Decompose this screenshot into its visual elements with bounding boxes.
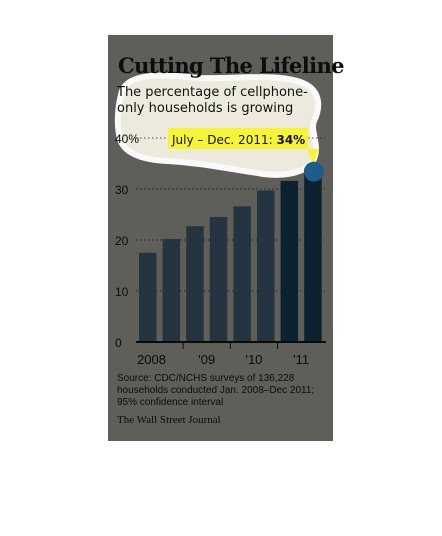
y-tick-label: 0 — [115, 336, 122, 350]
callout-value: 34% — [276, 133, 305, 147]
x-axis: 2008 '09 '10 '11 — [136, 341, 326, 367]
x-tick-label: '11 — [293, 352, 309, 367]
chart-subtitle: The percentage of cellphone-only househo… — [117, 85, 308, 116]
bar — [186, 226, 204, 342]
publication-credit: The Wall Street Journal — [117, 414, 221, 426]
source-note: Source: CDC/NCHS surveys of 136,228 hous… — [117, 373, 315, 408]
callout-pointer — [306, 149, 319, 165]
bar-chart: 0 10 20 30 40% 2008 '09 '10 '11 July – Dec. 201… — [114, 72, 326, 367]
chart-title: Cutting The Lifeline — [118, 53, 345, 78]
y-tick-label: 20 — [115, 234, 129, 248]
highlight-dot — [303, 161, 324, 182]
y-tick-label: 40% — [115, 132, 139, 146]
y-tick-label: 30 — [115, 183, 129, 197]
bar — [233, 206, 251, 342]
bar — [209, 217, 228, 342]
x-tick-label: 2008 — [137, 352, 166, 367]
callout-text: July – Dec. 2011: 34% — [171, 133, 305, 147]
callout-label: July – Dec. 2011: — [171, 133, 276, 147]
y-tick-label: 10 — [115, 285, 129, 299]
callout-box — [168, 128, 308, 149]
bar — [257, 190, 275, 342]
bar — [304, 168, 322, 342]
x-tick-label: '10 — [245, 352, 262, 367]
bar — [162, 238, 181, 342]
bar — [280, 180, 299, 342]
x-tick-label: '09 — [198, 352, 215, 367]
y-axis-ticks: 0 10 20 30 40% — [115, 132, 139, 350]
chart-card: 0 10 20 30 40% 2008 '09 '10 '11 July – Dec. 201… — [108, 35, 345, 441]
bar — [139, 252, 157, 342]
bars — [139, 168, 322, 342]
annotation-callout: July – Dec. 2011: 34% — [168, 128, 324, 182]
